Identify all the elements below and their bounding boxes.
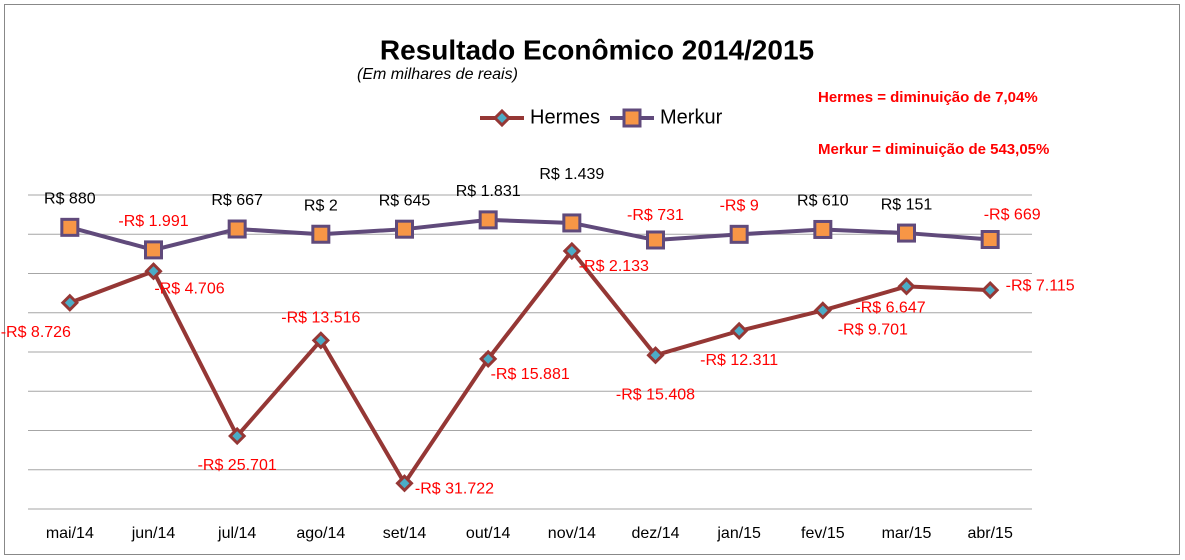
chart-subtitle: (Em milhares de reais) xyxy=(357,66,518,83)
marker xyxy=(479,349,498,369)
marker xyxy=(897,277,916,296)
data-label: -R$ 12.311 xyxy=(700,352,778,369)
x-tick-label: out/14 xyxy=(466,525,511,542)
data-label: -R$ 4.706 xyxy=(154,280,224,297)
marker xyxy=(395,474,414,493)
x-tick-label: jun/14 xyxy=(131,525,176,542)
marker xyxy=(729,224,749,244)
data-label: -R$ 669 xyxy=(984,207,1041,224)
marker xyxy=(60,293,79,312)
marker xyxy=(730,321,749,341)
data-label: -R$ 15.881 xyxy=(491,366,570,383)
x-tick-label: set/14 xyxy=(383,525,427,542)
annotation: Merkur = diminuição de 543,05% xyxy=(818,141,1049,158)
series-line xyxy=(69,247,991,488)
marker xyxy=(144,240,163,260)
marker xyxy=(646,346,665,365)
data-label: -R$ 6.647 xyxy=(855,300,925,317)
marker xyxy=(813,219,833,239)
x-tick-label: fev/15 xyxy=(801,525,845,542)
data-label: R$ 880 xyxy=(44,191,96,208)
marker xyxy=(622,108,642,128)
data-label: R$ 1.831 xyxy=(456,183,521,200)
marker xyxy=(144,262,163,281)
data-label: -R$ 7.115 xyxy=(1006,277,1075,294)
marker xyxy=(980,230,1000,250)
data-label: -R$ 31.722 xyxy=(415,480,494,497)
marker xyxy=(478,210,498,230)
marker xyxy=(562,241,581,261)
series-line xyxy=(69,217,991,252)
marker xyxy=(227,219,247,239)
marker xyxy=(897,223,916,243)
x-tick-label: jul/14 xyxy=(217,525,256,542)
data-label: -R$ 25.701 xyxy=(198,457,277,474)
x-tick-label: abr/15 xyxy=(967,525,1012,542)
chart-title: Resultado Econômico 2014/2015 xyxy=(380,34,814,65)
x-tick-label: nov/14 xyxy=(548,525,596,542)
marker xyxy=(395,219,414,239)
data-label: -R$ 9 xyxy=(720,198,759,215)
data-label: R$ 667 xyxy=(211,192,263,209)
data-label: -R$ 1.991 xyxy=(118,213,188,230)
data-label: -R$ 8.726 xyxy=(1,324,71,341)
annotation: Hermes = diminuição de 7,04% xyxy=(818,89,1038,106)
x-tick-label: jan/15 xyxy=(716,525,761,542)
marker xyxy=(562,213,582,233)
marker xyxy=(981,280,1000,300)
data-label: R$ 2 xyxy=(304,197,338,214)
data-label: R$ 151 xyxy=(881,196,933,213)
x-tick-label: ago/14 xyxy=(296,525,345,542)
marker xyxy=(228,426,247,446)
marker xyxy=(813,301,832,320)
marker xyxy=(311,331,330,350)
x-tick-label: mar/15 xyxy=(882,525,932,542)
marker xyxy=(311,224,331,244)
legend-label: Merkur xyxy=(660,106,723,128)
legend-label: Hermes xyxy=(530,106,600,128)
data-label: R$ 1.439 xyxy=(539,166,604,183)
x-tick-label: mai/14 xyxy=(46,525,94,542)
data-label: -R$ 9.701 xyxy=(838,322,908,339)
marker xyxy=(492,108,512,128)
marker xyxy=(60,217,80,237)
data-label: -R$ 15.408 xyxy=(616,386,695,403)
x-tick-label: dez/14 xyxy=(631,525,679,542)
marker xyxy=(646,230,665,250)
data-label: R$ 645 xyxy=(379,192,431,209)
data-label: R$ 610 xyxy=(797,193,849,210)
data-label: -R$ 13.516 xyxy=(281,310,360,327)
data-label: -R$ 2.133 xyxy=(579,258,649,275)
chart-border xyxy=(4,4,1180,555)
data-label: -R$ 731 xyxy=(627,207,684,224)
